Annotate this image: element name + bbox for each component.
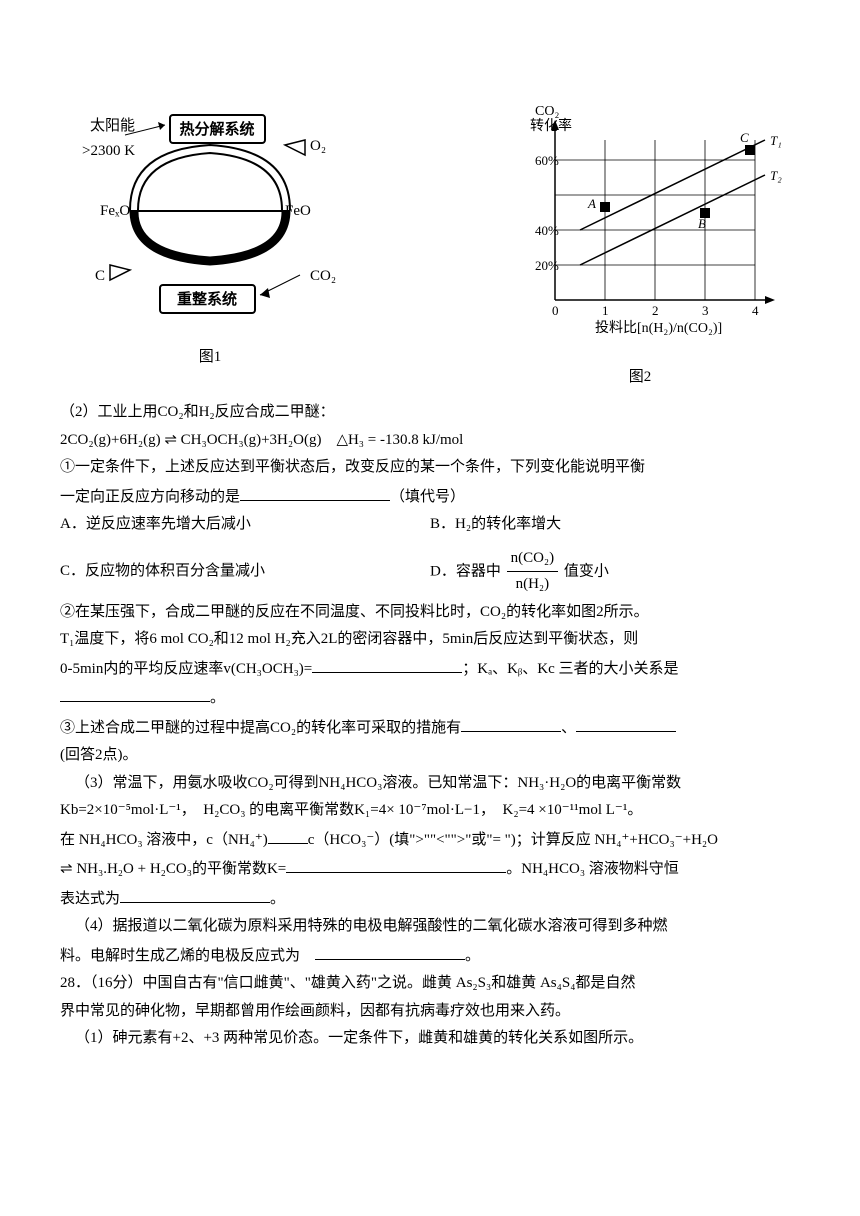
svg-text:T₁: T₁ [770, 133, 782, 148]
blank-7 [286, 855, 506, 873]
solar-label: 太阳能 [90, 117, 135, 134]
q2-sub3-suffix: (回答2点)。 [60, 743, 800, 769]
svg-text:2: 2 [652, 303, 659, 318]
svg-text:A: A [587, 196, 596, 211]
blank-9 [315, 942, 465, 960]
blank-2 [312, 655, 462, 673]
q3-line3: 在 NH₄HCO₃ 溶液中，c（NH₄⁺)c（HCO₃⁻）(填">""<"">"… [60, 826, 800, 854]
fig2-caption: 图2 [480, 365, 800, 391]
blank-5 [576, 714, 676, 732]
q3-line2: Kb=2×10⁻⁵mol·L⁻¹， H₂CO₃ 的电离平衡常数K₁=4× 10⁻… [60, 798, 800, 824]
q2-sub2-line3: 0-5min内的平均反应速率v(CH₃OCH₃)=；Kₐ、Kᵦ、Kc 三者的大小… [60, 655, 800, 683]
blank-3 [60, 684, 210, 702]
q28-line3: （1）砷元素有+2、+3 两种常见价态。一定条件下，雌黄和雄黄的转化关系如图所示… [60, 1026, 800, 1052]
q2-sub3: ③上述合成二甲醚的过程中提高CO₂的转化率可采取的措施有、 [60, 714, 800, 742]
svg-text:1: 1 [602, 303, 609, 318]
q28-line2: 界中常见的砷化物，早期都曾用作绘画颜料，因都有抗病毒疗效也用来入药。 [60, 999, 800, 1025]
svg-text:0: 0 [552, 303, 559, 318]
feo-label: FeO [285, 203, 311, 219]
ytick-20: 20% [535, 258, 559, 273]
co2-label: CO₂ [310, 268, 336, 284]
svg-text:B: B [698, 216, 706, 231]
options-ab: A．逆反应速率先增大后减小 B．H₂的转化率增大 [60, 512, 800, 538]
blank-1 [240, 483, 390, 501]
fexoy-label: FeₓOᵧ [100, 203, 134, 219]
fraction-co2-h2: n(CO₂) n(H₂) [507, 546, 559, 598]
option-d: D．容器中 n(CO₂) n(H₂) 值变小 [430, 546, 800, 598]
temp-high-label: >2300 K [82, 143, 135, 159]
q28-line1: 28．（16分）中国自古有"信口雌黄"、"雄黄入药"之说。雌黄 As₂S₃和雄黄… [60, 971, 800, 997]
blank-8 [120, 885, 270, 903]
q2-intro: （2）工业上用CO₂和H₂反应合成二甲醚： [60, 400, 800, 426]
c-label: C [95, 268, 105, 284]
blank-6 [268, 826, 308, 844]
option-c: C．反应物的体积百分含量减小 [60, 559, 430, 585]
q2-sub1-line1: ①一定条件下，上述反应达到平衡状态后，改变反应的某一个条件，下列变化能说明平衡 [60, 455, 800, 481]
svg-text:C: C [740, 130, 749, 145]
q2-sub2-line1: ②在某压强下，合成二甲醚的反应在不同温度、不同投料比时，CO₂的转化率如图2所示… [60, 600, 800, 626]
thermal-sys-label: 热分解系统 [179, 120, 254, 138]
options-cd: C．反应物的体积百分含量减小 D．容器中 n(CO₂) n(H₂) 值变小 [60, 546, 800, 598]
q3-line4: ⇌ NH₃.H₂O + H₂CO₃的平衡常数K=。NH₄HCO₃ 溶液物料守恒 [60, 855, 800, 883]
temp-low-label: 700 K [190, 223, 223, 238]
fig1-caption: 图1 [60, 345, 360, 371]
figure-1: 热分解系统 太阳能 >2300 K O₂ FeₓOᵧ FeO 700 K C C… [60, 100, 360, 370]
y-label: 转化率 [530, 117, 572, 134]
option-a: A．逆反应速率先增大后减小 [60, 512, 430, 538]
q4-line2: 料。电解时生成乙烯的电极反应式为 。 [60, 942, 800, 970]
o2-label: O₂ [310, 138, 326, 154]
option-b: B．H₂的转化率增大 [430, 512, 800, 538]
q3-line1: （3）常温下，用氨水吸收CO₂可得到NH₄HCO₃溶液。已知常温下：NH₃·H₂… [60, 771, 800, 797]
svg-text:3: 3 [702, 303, 709, 318]
svg-text:4: 4 [752, 303, 759, 318]
q3-line5: 表达式为。 [60, 885, 800, 913]
figure-2: CO₂ 转化率 60% 40% 20% 0 1 2 3 4 [480, 100, 800, 390]
blank-4 [461, 714, 561, 732]
ytick-40: 40% [535, 223, 559, 238]
reform-sys-label: 重整系统 [177, 290, 237, 308]
q2-sub1-line2: 一定向正反应方向移动的是（填代号） [60, 483, 800, 511]
q4-line1: （4）据报道以二氧化碳为原料采用特殊的电极电解强酸性的二氧化碳水溶液可得到多种燃 [60, 914, 800, 940]
svg-text:T₂: T₂ [770, 168, 782, 183]
x-label: 投料比[n(H₂)/n(CO₂)] [595, 320, 722, 336]
ytick-60: 60% [535, 153, 559, 168]
q2-sub2-line2: T₁温度下，将6 mol CO₂和12 mol H₂充入2L的密闭容器中，5mi… [60, 627, 800, 653]
q2-equation: 2CO₂(g)+6H₂(g) ⇌ CH₃OCH₃(g)+3H₂O(g) △H₃ … [60, 428, 800, 454]
y-label-top: CO₂ [535, 104, 559, 119]
